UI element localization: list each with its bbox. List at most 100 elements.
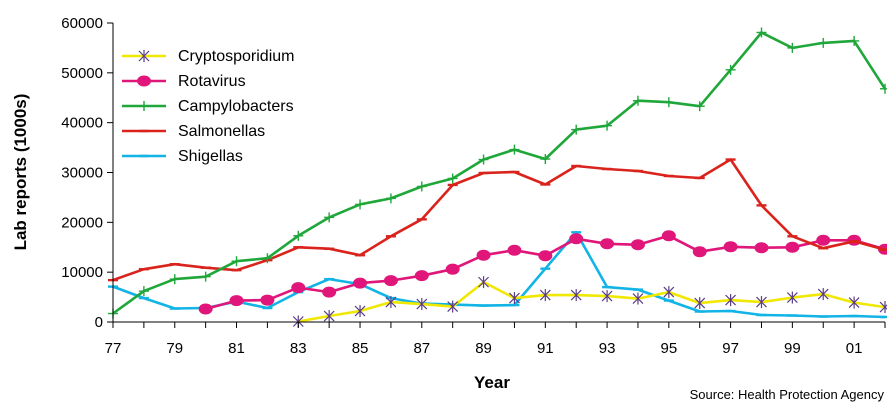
x-tick-label: 97 [722, 340, 739, 357]
x-tick-label: 81 [228, 340, 245, 357]
data-point [756, 296, 767, 309]
y-tick-label: 20000 [61, 214, 103, 231]
y-tick-label: 50000 [61, 65, 103, 82]
series-line-shigellas [112, 231, 886, 319]
data-point [880, 83, 887, 94]
data-point [754, 242, 769, 254]
y-tick-label: 60000 [61, 15, 103, 32]
data-point [354, 305, 366, 318]
legend-label: Cryptosporidium [178, 48, 294, 65]
x-tick-label: 93 [599, 340, 616, 357]
y-tick-label: 0 [95, 314, 103, 331]
data-point [509, 144, 520, 155]
x-tick-label: 83 [290, 340, 307, 357]
x-tick-label: 91 [537, 340, 554, 357]
data-point [725, 64, 736, 75]
data-point [816, 234, 831, 246]
data-point [663, 286, 675, 299]
data-point [476, 249, 491, 261]
data-point [478, 276, 489, 289]
data-point [139, 101, 149, 111]
legend-label: Shigellas [178, 148, 243, 165]
x-tick-label: 89 [475, 340, 492, 357]
data-point [787, 42, 798, 53]
series-campylobacters [108, 27, 887, 319]
y-tick-label: 30000 [61, 165, 103, 182]
data-point [355, 199, 366, 210]
data-point [785, 241, 800, 253]
data-point [540, 154, 551, 165]
data-point [353, 277, 368, 289]
y-axis: 0 10000 20000 30000 40000 50000 60000 [61, 15, 114, 331]
data-point [414, 270, 429, 282]
data-point [385, 296, 397, 309]
data-point [602, 120, 613, 131]
data-point [416, 181, 427, 192]
y-axis-title: Lab reports (1000s) [11, 94, 30, 251]
legend-item-campylobacters: Campylobacters [122, 98, 294, 115]
data-point [569, 233, 584, 245]
data-point [723, 241, 738, 253]
data-point [383, 275, 398, 287]
data-point [786, 291, 798, 304]
x-axis-title: Year [474, 373, 510, 392]
data-point [198, 303, 213, 315]
x-axis: 77 79 81 83 85 87 89 91 93 95 97 99 01 [105, 321, 886, 357]
x-tick-label: 85 [352, 340, 369, 357]
series-line-campylobacters [112, 31, 887, 315]
legend-item-shigellas: Shigellas [122, 148, 243, 165]
data-point [416, 298, 428, 311]
data-point [138, 50, 150, 62]
data-point [478, 154, 489, 165]
data-point [169, 274, 180, 285]
series-line-salmonellas [112, 158, 886, 282]
data-point [138, 286, 149, 297]
data-point [849, 35, 860, 46]
y-tick-label: 40000 [61, 115, 103, 132]
data-point [445, 263, 460, 275]
series-cryptosporidium [292, 276, 887, 328]
data-point [694, 101, 705, 112]
source-note: Source: Health Protection Agency [690, 387, 885, 402]
legend: Cryptosporidium Rotavirus Campylobacters Sa… [122, 48, 294, 165]
data-point [509, 292, 520, 305]
data-point [262, 253, 273, 264]
data-point [817, 288, 829, 301]
data-point [231, 256, 242, 267]
legend-label: Rotavirus [178, 73, 246, 90]
data-point [694, 297, 706, 310]
data-point [539, 289, 551, 302]
legend-label: Salmonellas [178, 123, 265, 140]
x-tick-label: 01 [846, 340, 863, 357]
series-salmonellas [108, 158, 887, 282]
data-point [725, 294, 737, 307]
data-point [291, 282, 306, 294]
data-point [538, 250, 553, 262]
legend-item-salmonellas: Salmonellas [122, 123, 265, 140]
data-point [848, 296, 860, 309]
data-point [818, 37, 829, 48]
data-point [600, 238, 615, 250]
data-point [507, 244, 522, 256]
data-point [879, 301, 887, 314]
data-point [447, 300, 459, 313]
data-point [692, 246, 707, 258]
plot-area [108, 27, 887, 328]
x-tick-label: 77 [105, 340, 122, 357]
data-point [293, 230, 304, 241]
x-tick-label: 87 [413, 340, 430, 357]
x-tick-label: 95 [660, 340, 677, 357]
x-tick-label: 99 [784, 340, 801, 357]
data-point [570, 289, 582, 302]
data-point [661, 230, 676, 242]
y-tick-label: 10000 [61, 264, 103, 281]
data-point [200, 271, 211, 282]
data-point [571, 124, 582, 135]
x-tick-label: 79 [166, 340, 183, 357]
legend-label: Campylobacters [178, 98, 294, 115]
data-point [260, 294, 275, 306]
legend-item-cryptosporidium: Cryptosporidium [122, 48, 294, 65]
data-point [324, 212, 335, 223]
data-point [137, 75, 151, 87]
